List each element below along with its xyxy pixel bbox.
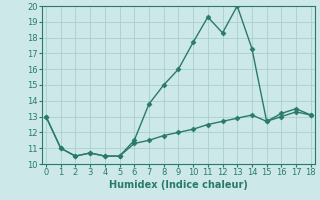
X-axis label: Humidex (Indice chaleur): Humidex (Indice chaleur) <box>109 180 248 190</box>
